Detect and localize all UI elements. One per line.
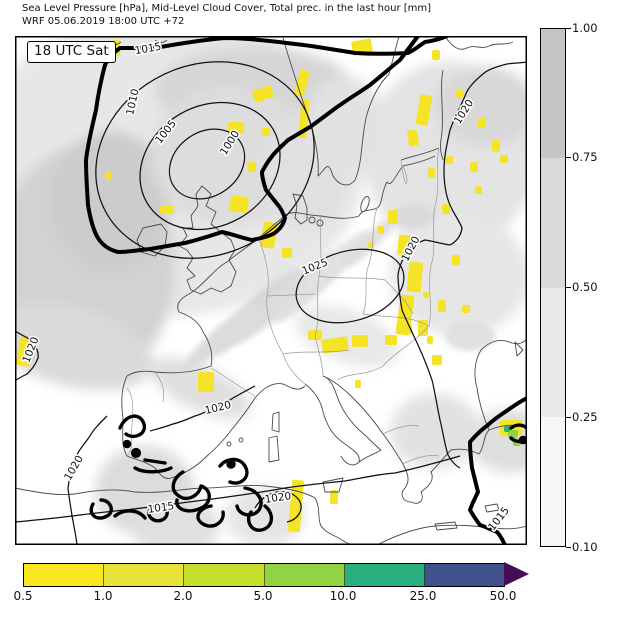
precip-colorbar-tick-label: 0.5 [13,589,33,603]
precip-cell [229,194,249,214]
precip-cell [321,336,349,354]
precip-cell [368,242,374,248]
precip-cell [492,140,500,152]
contour-label: 1015 [147,500,175,516]
precip-cell [455,90,463,98]
convective-outlines [89,414,527,532]
cloud-colorbar-tick-label: 0.10 [572,539,598,554]
precip-cell [475,186,482,194]
precip-cell [388,210,398,224]
precip-cell [423,292,429,298]
cloud-colorbar-segment [541,287,565,417]
precip-cell [432,355,442,365]
precip-colorbar-segment [104,564,185,586]
figure-titles: Sea Level Pressure [hPa], Mid-Level Clou… [22,3,431,28]
precip-cell [287,479,305,533]
cloud-colorbar-segment [541,158,565,288]
precip-colorbar-tick-label: 50.0 [489,589,517,603]
precip-cell [478,118,486,128]
map-panel: 1015 1010 1005 1000 1020 1020 1025 1020 1020 1020… [15,36,527,545]
precip-colorbar-tick-label: 5.0 [253,589,273,603]
contour-label: 1020 [264,490,292,506]
precip-cell [432,50,440,60]
precip-cell [418,320,428,336]
precip-cell [228,122,244,134]
precip-cell [415,94,433,126]
precip-colorbar-segment [344,564,425,586]
precip-cell [504,426,510,432]
precip-colorbar-segment [264,564,345,586]
precip-cell [470,162,478,172]
precip-cell [385,335,397,345]
cloud-colorbar-tickmark [566,27,571,29]
cloud-colorbar-tick-label: 0.50 [572,280,598,294]
cloud-colorbar-tickmark [566,416,571,418]
precip-cell [105,172,111,180]
timestamp-label: 18 UTC Sat [27,41,116,63]
precip-cell [248,162,256,172]
country-borders [126,147,440,465]
cloud-colorbar-tickmark [566,287,571,288]
precip-cell [198,372,214,392]
precip-colorbar-overflow-arrow [504,562,530,586]
precip-cell [262,128,270,136]
cloud-colorbar-tick-label: 0.25 [572,409,598,424]
precip-cell [355,380,361,388]
cloud-streaks [182,204,495,373]
pressure-contours-thick [84,36,527,545]
precip-cell [508,430,518,438]
precip-colorbar-tick-label: 2.0 [173,589,193,603]
precip-cell [428,168,435,178]
precip-cell [15,337,35,367]
cloud-cover-colorbar [540,28,566,547]
precip-cell [438,300,446,312]
precip-colorbar-tick-label: 1.0 [93,589,113,603]
precip-cell [160,206,174,214]
map-frame [15,36,527,545]
precip-cell [442,204,450,214]
precip-cell [452,255,460,265]
cloud-colorbar-tick-label: 0.75 [572,150,598,165]
precip-cell [330,490,338,504]
precip-colorbar-segment [184,564,265,586]
precip-cell [282,248,292,258]
precip-cell [406,261,424,293]
precip-cell [352,335,368,347]
cloud-colorbar-segment [541,416,565,546]
precip-colorbar-segment [424,564,505,586]
cloud-colorbar-segment [541,29,565,159]
precip-cell [378,226,384,234]
cloud-colorbar-tickmark [566,546,571,548]
contour-label: 1020 [62,453,86,482]
cloud-colorbar-tick-label: 1.00 [572,20,598,35]
precip-cell [500,155,508,163]
figure-subtitle: WRF 05.06.2019 18:00 UTC +72 [22,15,185,27]
precip-cell [462,305,470,313]
precip-cell [252,85,274,103]
precip-colorbar-segment [24,564,105,586]
precip-cell [427,336,433,344]
pressure-contours-thin [15,61,527,545]
cloud-colorbar-tickmark [566,157,571,159]
precip-cell [407,129,419,147]
coastlines [15,36,527,545]
precip-colorbar [23,563,505,587]
precip-cell [294,69,310,97]
precip-colorbar-tick-label: 10.0 [329,589,357,603]
precip-colorbar-tick-label: 25.0 [409,589,437,603]
figure-title: Sea Level Pressure [hPa], Mid-Level Clou… [22,3,432,14]
precip-cell [445,156,453,164]
